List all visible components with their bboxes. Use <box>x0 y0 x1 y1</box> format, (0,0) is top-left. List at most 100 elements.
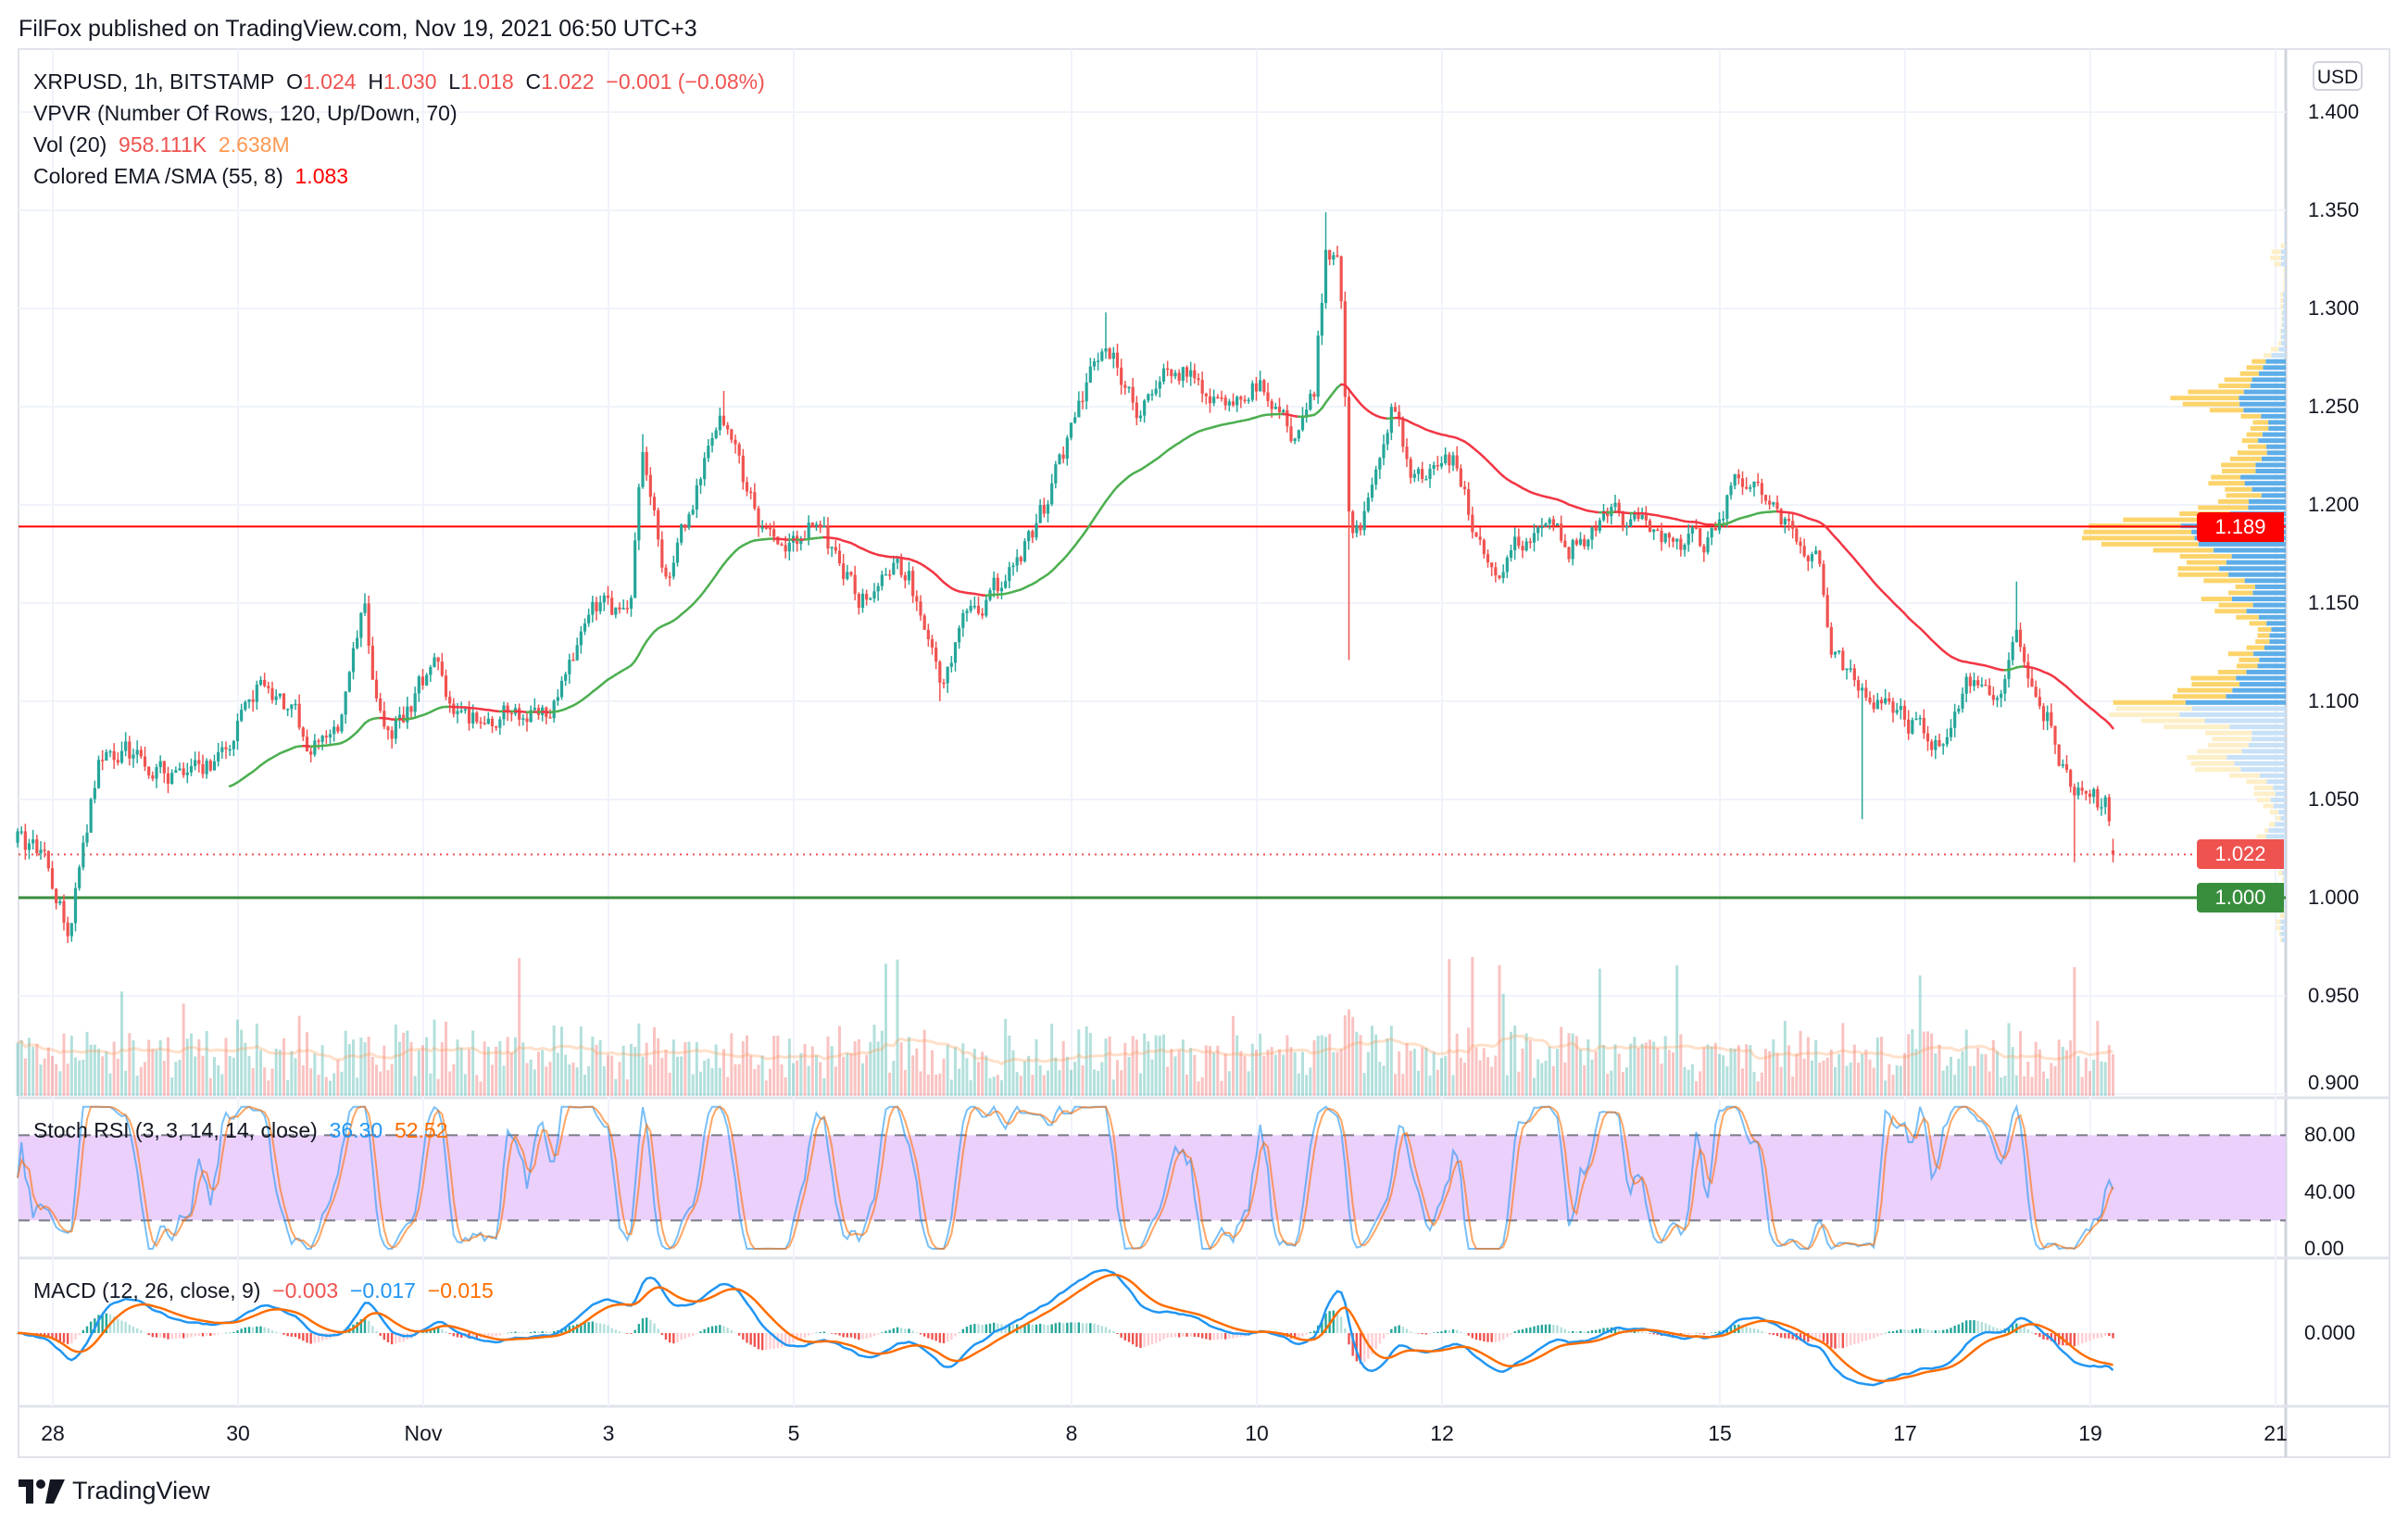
macd-legend[interactable]: MACD (12, 26, close, 9) −0.003 −0.017 −0… <box>33 1278 494 1303</box>
candle-body <box>703 458 707 480</box>
stoch-rsi-legend[interactable]: Stoch RSI (3, 3, 14, 14, close) 36.30 52… <box>33 1117 448 1143</box>
macd-hist-bar <box>1699 1333 1701 1334</box>
candle-body <box>217 751 220 762</box>
vp-down-bar <box>2264 827 2269 833</box>
candle-body <box>429 667 433 675</box>
vp-up-bar <box>2243 389 2286 395</box>
vp-down-bar <box>2255 639 2270 645</box>
candle-body <box>1158 381 1161 389</box>
symbol-legend[interactable]: XRPUSD, 1h, BITSTAMP O1.024 H1.030 L1.01… <box>33 69 765 94</box>
candle-body <box>1922 717 1925 734</box>
candle-body <box>846 572 849 579</box>
volume-bar <box>529 1059 533 1096</box>
candle-body <box>1583 538 1587 547</box>
volume-bar <box>332 1073 336 1096</box>
candle-body <box>112 750 116 761</box>
candle-body <box>189 765 194 773</box>
macd-hist-bar <box>1953 1326 1956 1333</box>
macd-hist-bar <box>1961 1322 1964 1333</box>
candle-body <box>869 598 872 600</box>
candle-body <box>1362 510 1366 531</box>
macd-hist-bar <box>1398 1325 1400 1333</box>
macd-hist-bar <box>730 1329 734 1333</box>
candle-body <box>865 593 869 600</box>
candle-body <box>1864 687 1868 699</box>
candle-body <box>1574 540 1578 545</box>
volume-bar <box>969 1080 972 1096</box>
candle-body <box>1120 367 1123 385</box>
vp-down-bar <box>2083 529 2192 535</box>
candle-body <box>108 750 112 753</box>
vp-down-bar <box>2235 584 2255 589</box>
volume-bar <box>934 1074 938 1096</box>
vp-up-bar <box>2232 687 2286 693</box>
vp-down-bar <box>2246 645 2264 650</box>
candle-body <box>220 747 224 752</box>
candle-body <box>1462 486 1467 490</box>
macd-hist-bar <box>1498 1333 1501 1341</box>
volume-bar <box>753 1068 757 1096</box>
volume-bar <box>1047 1070 1049 1096</box>
vp-up-bar <box>2284 913 2286 918</box>
volume-bar <box>1973 1065 1975 1096</box>
candle-body <box>2061 764 2064 766</box>
volume-bar <box>16 1042 19 1096</box>
vp-up-bar <box>2282 883 2286 888</box>
macd-hist-bar <box>1451 1329 1455 1333</box>
macd-hist-bar <box>386 1333 390 1343</box>
candle-body <box>1177 372 1181 382</box>
macd-hist-bar <box>1444 1329 1447 1333</box>
macd-signal-value: −0.015 <box>427 1278 494 1303</box>
ema-legend[interactable]: Colored EMA /SMA (55, 8) 1.083 <box>33 163 348 189</box>
macd-hist-bar <box>514 1331 517 1333</box>
tradingview-logo[interactable]: TradingView <box>19 1477 210 1505</box>
macd-hist-bar <box>1861 1333 1863 1342</box>
candle-body <box>2026 661 2030 679</box>
volume-bar <box>495 1046 498 1096</box>
vp-down-bar <box>2190 675 2237 681</box>
volume-bar <box>760 1055 764 1096</box>
volume-bar <box>1444 1055 1448 1096</box>
volume-bar <box>1880 1036 1883 1096</box>
volume-bar <box>1656 1048 1660 1096</box>
volume-bar <box>1054 1057 1058 1096</box>
candle-body <box>1995 698 2000 700</box>
vpvr-legend[interactable]: VPVR (Number Of Rows, 120, Up/Down, 70) <box>33 100 458 126</box>
macd-hist-bar <box>714 1325 718 1333</box>
macd-hist-bar <box>82 1329 85 1333</box>
volume-bar <box>680 1056 684 1096</box>
volume-bar <box>46 1047 50 1096</box>
vp-down-bar <box>2101 541 2199 547</box>
macd-hist-bar <box>209 1333 212 1336</box>
macd-hist-bar <box>2007 1327 2011 1333</box>
volume-bar <box>190 1033 193 1096</box>
price-tag-current: 1.022 <box>2197 839 2284 869</box>
volume-bar <box>784 1076 787 1096</box>
candle-body <box>842 563 846 579</box>
macd-line-value: −0.017 <box>349 1278 416 1303</box>
vp-up-bar <box>2283 292 2286 297</box>
candle-body <box>1336 255 1339 257</box>
volume-bar <box>1617 1053 1621 1096</box>
macd-hist-bar <box>552 1330 556 1333</box>
macd-hist-bar <box>1417 1333 1420 1334</box>
macd-hist-bar <box>1351 1333 1354 1356</box>
candle-body <box>178 768 182 771</box>
candle-body <box>1872 702 1875 710</box>
volume-bar <box>278 1050 282 1096</box>
vp-down-bar <box>2279 334 2281 340</box>
candle-body <box>1432 465 1436 469</box>
macd-hist-bar <box>1980 1322 1984 1333</box>
time-tick-label: 3 <box>602 1421 615 1445</box>
candle-body <box>1286 409 1289 427</box>
currency-button[interactable]: USD <box>2313 61 2363 91</box>
volume-legend[interactable]: Vol (20) 958.111K 2.638M <box>33 132 290 157</box>
macd-hist-bar <box>244 1327 247 1333</box>
vp-down-bar <box>2279 913 2285 918</box>
vp-up-bar <box>2246 669 2286 674</box>
vp-down-bar <box>2276 815 2281 821</box>
vp-down-bar <box>2109 711 2180 717</box>
candle-body <box>143 756 147 767</box>
macd-hist-bar <box>757 1333 760 1350</box>
